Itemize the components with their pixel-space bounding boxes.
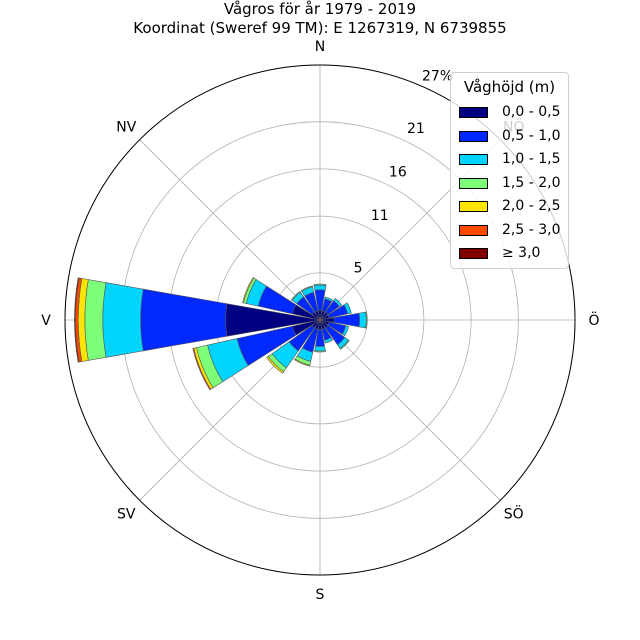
legend-swatch xyxy=(459,177,488,189)
grid-spoke-3 xyxy=(319,319,501,501)
bar-V-bin3 xyxy=(84,279,107,361)
bar-SÖ-bin3 xyxy=(339,339,350,350)
rose-bars xyxy=(74,277,368,391)
compass-label-3: SV xyxy=(117,507,136,523)
bar-V-bin1 xyxy=(140,288,228,352)
bar-VSV-bin5 xyxy=(192,347,212,391)
legend-label: 2,5 - 3,0 xyxy=(502,221,561,238)
legend-swatch xyxy=(459,248,488,259)
bar-SSV-bin4 xyxy=(294,358,311,367)
bar-S-bin3 xyxy=(314,350,326,353)
bar-VNV-bin4 xyxy=(242,277,255,304)
polar-frame xyxy=(64,64,576,576)
compass-label-5: SÖ xyxy=(504,505,524,523)
bar-Ö-bin3 xyxy=(365,311,368,329)
legend-swatch xyxy=(459,154,488,165)
radial-tick-label-0: 5 xyxy=(354,260,363,276)
bar-NÖ-bin2 xyxy=(333,297,343,307)
bar-SV-bin4 xyxy=(266,355,285,374)
legend-swatch xyxy=(459,107,488,118)
legend-label: 0,0 - 0,5 xyxy=(502,104,561,120)
bar-N-bin2 xyxy=(313,284,327,291)
radial-tick-label-2: 16 xyxy=(389,164,407,180)
polar-outer-frame xyxy=(64,64,576,576)
legend-label: 1,5 - 2,0 xyxy=(502,174,561,191)
compass-label-6: Ö xyxy=(588,311,599,329)
legend-label: 0,5 - 1,0 xyxy=(502,127,561,144)
bar-Ö-bin2 xyxy=(358,311,367,329)
legend-swatch xyxy=(459,201,488,212)
radial-tick-label-1: 11 xyxy=(371,208,389,224)
bar-NV-bin3 xyxy=(290,290,301,301)
legend-title: Våghöjd (m) xyxy=(463,78,556,96)
radial-tick-label-4: 27% xyxy=(422,68,453,84)
bar-V-bin2 xyxy=(102,282,144,358)
legend-label: ≥ 3,0 xyxy=(502,245,541,261)
chart-title: Vågros för år 1979 - 2019 xyxy=(223,0,417,18)
legend-swatch xyxy=(459,130,488,142)
bar-S-bin2 xyxy=(314,345,326,352)
chart-subtitle: Koordinat (Sweref 99 TM): E 1267319, N 6… xyxy=(133,19,507,37)
bar-ÖNÖ-bin2 xyxy=(343,302,352,315)
legend-swatch xyxy=(459,224,488,236)
bar-NNÖ-bin2 xyxy=(324,296,334,303)
compass-label-4: S xyxy=(316,587,325,603)
bar-NNV-bin3 xyxy=(300,285,313,292)
legend: Våghöjd (m) 0,0 - 0,5 0,5 - 1,0 1,0 - 1,5 1… xyxy=(450,72,569,269)
bar-V-bin6 xyxy=(74,277,80,363)
bar-ÖSÖ-bin2 xyxy=(341,325,349,337)
grid-spoke-7 xyxy=(139,139,321,321)
compass-label-2: V xyxy=(41,313,51,329)
bar-SSÖ-bin2 xyxy=(324,337,334,344)
bar-N-bin3 xyxy=(313,283,327,286)
compass-label-0: N xyxy=(315,39,325,55)
legend-label: 1,0 - 1,5 xyxy=(502,151,561,167)
compass-label-1: NV xyxy=(116,119,136,135)
radial-tick-label-3: 21 xyxy=(407,121,425,137)
legend-label: 2,0 - 2,5 xyxy=(502,198,561,214)
